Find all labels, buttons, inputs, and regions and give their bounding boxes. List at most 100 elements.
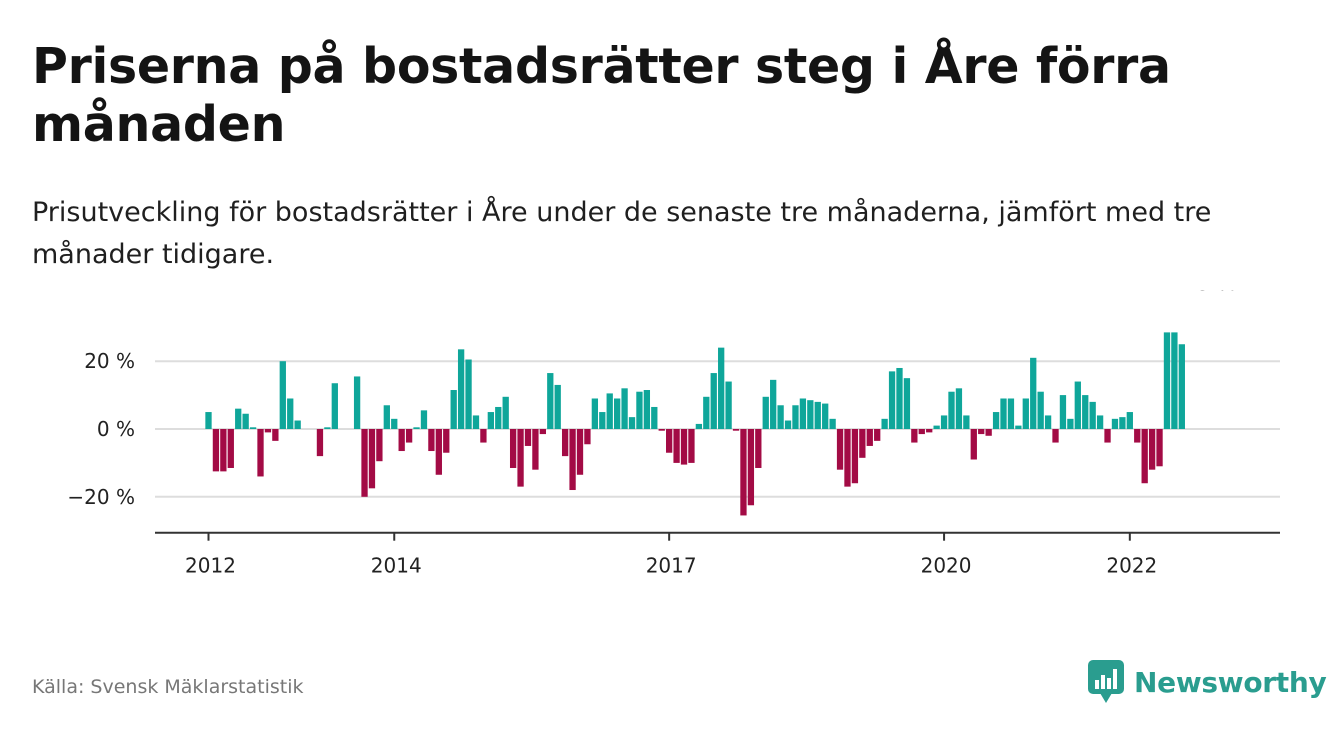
bar <box>1111 418 1119 429</box>
bar <box>584 429 591 445</box>
bar <box>807 400 814 429</box>
bar <box>205 412 212 429</box>
bar <box>940 415 948 429</box>
bar <box>814 401 821 429</box>
bar <box>992 412 1000 429</box>
bar <box>450 390 457 429</box>
bar <box>770 379 777 429</box>
bar <box>212 429 220 472</box>
bar <box>331 383 338 429</box>
bar <box>695 423 703 429</box>
bar <box>985 429 992 436</box>
bar <box>718 347 725 429</box>
bar <box>621 388 628 429</box>
bar <box>874 429 881 441</box>
bar <box>472 415 480 429</box>
bar <box>257 429 264 477</box>
bar <box>658 429 665 431</box>
bar <box>888 371 896 429</box>
x-tick-labels: 2012 2014 2017 2020 2022 <box>185 554 1157 578</box>
page-subtitle: Prisutveckling för bostadsrätter i Åre u… <box>32 197 1212 270</box>
bar <box>881 418 888 429</box>
bar <box>361 429 368 497</box>
bar <box>249 427 257 429</box>
bar <box>569 429 576 491</box>
bar <box>911 429 918 443</box>
bar <box>732 429 740 431</box>
bar <box>1067 418 1074 429</box>
bar <box>435 429 442 475</box>
newsworthy-logo-icon <box>1088 660 1124 703</box>
y-tick-labels: 20 % 0 % −20 % <box>67 349 135 509</box>
bar <box>903 378 911 429</box>
annotations: 25 % <box>1184 290 1237 295</box>
y-tick-label: −20 % <box>67 485 135 509</box>
bar <box>636 391 643 429</box>
bar <box>1007 398 1015 429</box>
bar <box>666 429 673 453</box>
bar <box>948 391 955 429</box>
bar <box>1119 417 1126 429</box>
bar <box>822 403 829 429</box>
gridlines <box>155 360 1280 498</box>
bar <box>1156 429 1163 467</box>
bar <box>235 408 242 429</box>
bar <box>599 412 606 429</box>
bar <box>465 359 472 429</box>
bar <box>576 429 584 475</box>
bar <box>688 429 695 463</box>
bar <box>1148 429 1156 470</box>
bar <box>220 429 227 472</box>
bar <box>1044 415 1052 429</box>
bar <box>502 396 509 429</box>
bar <box>725 381 732 429</box>
brand-name: Newsworthy <box>1134 665 1327 699</box>
bar <box>777 405 784 429</box>
bar <box>1000 398 1007 429</box>
bar <box>495 406 502 429</box>
bar <box>628 417 636 429</box>
bar <box>614 398 621 429</box>
bar <box>532 429 539 470</box>
bar <box>955 388 963 429</box>
source-note: Källa: Svensk Mäklarstatistik <box>32 676 304 698</box>
bar <box>970 429 977 460</box>
bar <box>1104 429 1111 443</box>
bar <box>561 429 569 457</box>
bar <box>368 429 376 489</box>
bar <box>1074 381 1081 429</box>
bar <box>1082 395 1089 429</box>
bar <box>391 418 398 429</box>
bar <box>405 429 413 443</box>
x-tick-label: 2020 <box>921 554 972 578</box>
bar <box>242 413 249 429</box>
x-tick-label: 2017 <box>646 554 697 578</box>
bar <box>324 427 331 429</box>
bar <box>844 429 851 487</box>
y-tick-label: 20 % <box>84 349 135 373</box>
bar <box>963 415 970 429</box>
bar <box>383 405 390 429</box>
bar <box>428 429 435 452</box>
brand-logo: Newsworthy <box>1088 660 1327 704</box>
bar <box>398 429 405 452</box>
bar <box>859 429 866 458</box>
bar <box>680 429 688 465</box>
bar <box>227 429 234 468</box>
bar <box>1030 357 1037 429</box>
page-title: Priserna på bostadsrätter steg i Åre för… <box>32 38 1171 153</box>
bar <box>918 429 925 435</box>
bar <box>851 429 859 484</box>
bar <box>1096 415 1104 429</box>
bar <box>933 425 940 429</box>
bar <box>799 398 807 429</box>
bar <box>272 429 279 441</box>
bar <box>524 429 532 446</box>
bar <box>740 429 747 516</box>
bar <box>1134 429 1141 443</box>
bar <box>896 367 903 429</box>
bar <box>762 396 769 429</box>
bar <box>829 418 836 429</box>
bar <box>517 429 524 487</box>
bar <box>376 429 383 462</box>
